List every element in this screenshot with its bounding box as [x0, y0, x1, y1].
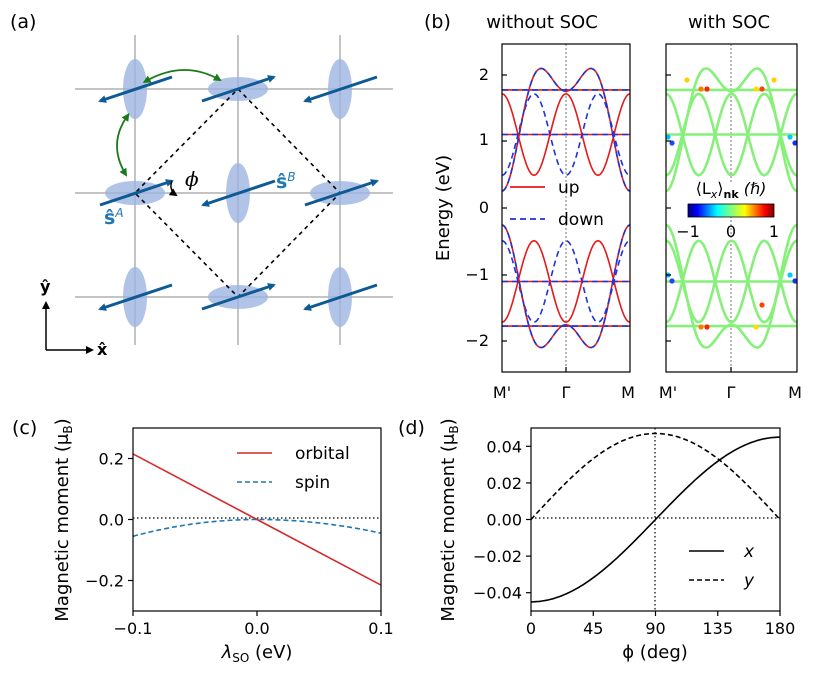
chart-c-series-spin: [133, 518, 381, 538]
band-hotspot-0: [698, 86, 704, 92]
energy-yticks: 2 1 0 −1 −2: [465, 65, 489, 350]
svg-text:−1: −1: [465, 265, 489, 284]
band-hotspot-8: [684, 77, 690, 83]
band-hotspot-17: [792, 278, 797, 284]
svg-text:M': M': [659, 383, 677, 402]
band-hotspot-15: [669, 278, 675, 284]
band-hotspot-1: [704, 86, 710, 92]
band-hotspot-4: [665, 134, 671, 140]
chart-d-series-y: [531, 432, 780, 521]
svg-text:0: 0: [479, 198, 489, 217]
band-up-0: [501, 93, 630, 177]
chart-d-xtick-1: 45: [583, 619, 603, 638]
chart-c-xlabel: λSO (eV): [221, 642, 293, 665]
title-without-soc: without SOC: [486, 12, 598, 33]
svg-text:M: M: [621, 383, 635, 402]
band-hotspot-10: [698, 324, 704, 330]
band-soc-0: [665, 92, 797, 177]
panel-a-label: (a): [10, 11, 36, 33]
band-hotspot-9: [771, 77, 777, 83]
chart-d-xtick-3: 135: [702, 619, 733, 638]
chart-d-ylabel: Magnetic moment (μB): [438, 418, 461, 621]
band-soc-5: [665, 239, 797, 324]
svg-text:−2: −2: [465, 331, 489, 350]
chart-d-ytick-3: −0.02: [473, 547, 522, 566]
phi-angle-arc: [168, 180, 178, 197]
svg-text:1: 1: [479, 130, 489, 149]
k-path-ticks: M' Γ M M' Γ M: [493, 383, 802, 402]
legend-spin: spin: [295, 473, 330, 493]
band-soc-9: [665, 223, 797, 349]
chart-d-ytick-2: 0.00: [486, 511, 522, 530]
panel-b-label: (b): [424, 11, 451, 33]
panel-d-label: (d): [398, 417, 425, 439]
x-axis-label: x̂: [97, 340, 108, 359]
chart-c-ytick-2: −0.2: [85, 572, 124, 591]
svg-text:Γ: Γ: [562, 383, 571, 402]
svg-text:M': M': [493, 383, 511, 402]
band-hotspot-7: [792, 140, 797, 146]
bands-with-soc: ⟨Lx⟩nk (ℏ) −1 0 1: [665, 43, 798, 373]
chart-d-ytick-1: 0.02: [486, 474, 522, 493]
chart-d-series-x: [531, 436, 780, 603]
chart-d-ytick-0: 0.04: [486, 437, 522, 456]
chart-c-xtick-1: 0.0: [244, 619, 269, 638]
legend-orbital: orbital: [295, 444, 350, 464]
chart-d-xtick-2: 90: [645, 619, 665, 638]
legend-x: x: [743, 542, 755, 562]
band-hotspot-13: [759, 302, 765, 308]
svg-text:2: 2: [479, 65, 489, 84]
svg-text:Γ: Γ: [727, 383, 736, 402]
band-hotspot-2: [753, 86, 759, 92]
chart-c-ytick-0: 0.2: [99, 450, 124, 469]
chart-d-xtick-0: 0: [526, 619, 536, 638]
chart-d-xlabel: ϕ (deg): [622, 642, 688, 663]
svg-text:0: 0: [726, 222, 736, 241]
band-hotspot-3: [759, 86, 765, 92]
s-b-label: ŝB: [276, 170, 296, 193]
chart-c-legend: orbital spin: [237, 444, 350, 493]
phi-label: ϕ: [185, 167, 199, 191]
chart-c-xtick-0: −0.1: [114, 619, 153, 638]
band-hotspot-16: [787, 272, 793, 278]
chart-c-series-orbital: [133, 453, 381, 586]
s-a-label: ŝA: [104, 206, 124, 229]
band-soc-4: [665, 67, 797, 193]
svg-text:up: up: [558, 178, 580, 198]
chart-c-ytick-1: 0.0: [99, 511, 124, 530]
svg-text:1: 1: [769, 222, 779, 241]
spin-legend: up down: [510, 178, 604, 230]
band-hotspot-11: [704, 324, 710, 330]
band-down-15: [501, 224, 630, 349]
chart-c-ylabel: Magnetic moment (μB): [52, 418, 75, 621]
chart-c: −0.1 0.0 0.1 0.2 0.0 −0.2 Magnetic moment (μB…: [52, 418, 394, 665]
hopping-arrows: [116, 69, 222, 177]
band-up-8: [501, 239, 630, 323]
band-hotspot-6: [787, 134, 793, 140]
title-with-soc: with SOC: [688, 12, 770, 33]
colorbar: ⟨Lx⟩nk (ℏ) −1 0 1: [675, 179, 789, 241]
svg-text:down: down: [558, 210, 604, 230]
coordinate-axes: [42, 301, 94, 354]
chart-d-legend: x y: [689, 542, 755, 591]
energy-ylabel: Energy (eV): [433, 155, 454, 261]
y-axis-label: ŷ: [40, 277, 51, 296]
band-down-7: [501, 67, 630, 192]
panel-c-label: (c): [12, 417, 37, 439]
svg-text:M: M: [788, 383, 802, 402]
chart-d-xtick-4: 180: [765, 619, 796, 638]
chart-d: 0 45 90 135 180 0.04 0.02 0.00 −0.02 −0.04 Magnet…: [438, 418, 795, 663]
chart-c-xtick-2: 0.1: [368, 619, 393, 638]
bands-without-soc: up down: [501, 43, 631, 373]
band-hotspot-12: [753, 324, 759, 330]
chart-d-ytick-4: −0.04: [473, 584, 522, 603]
colorbar-label: ⟨Lx⟩nk (ℏ): [696, 179, 767, 201]
svg-text:−1: −1: [676, 222, 700, 241]
legend-y: y: [743, 571, 755, 591]
band-hotspot-5: [669, 140, 675, 146]
panel-a-lattice: ϕ ŝA ŝB ŷ x̂: [40, 35, 393, 359]
